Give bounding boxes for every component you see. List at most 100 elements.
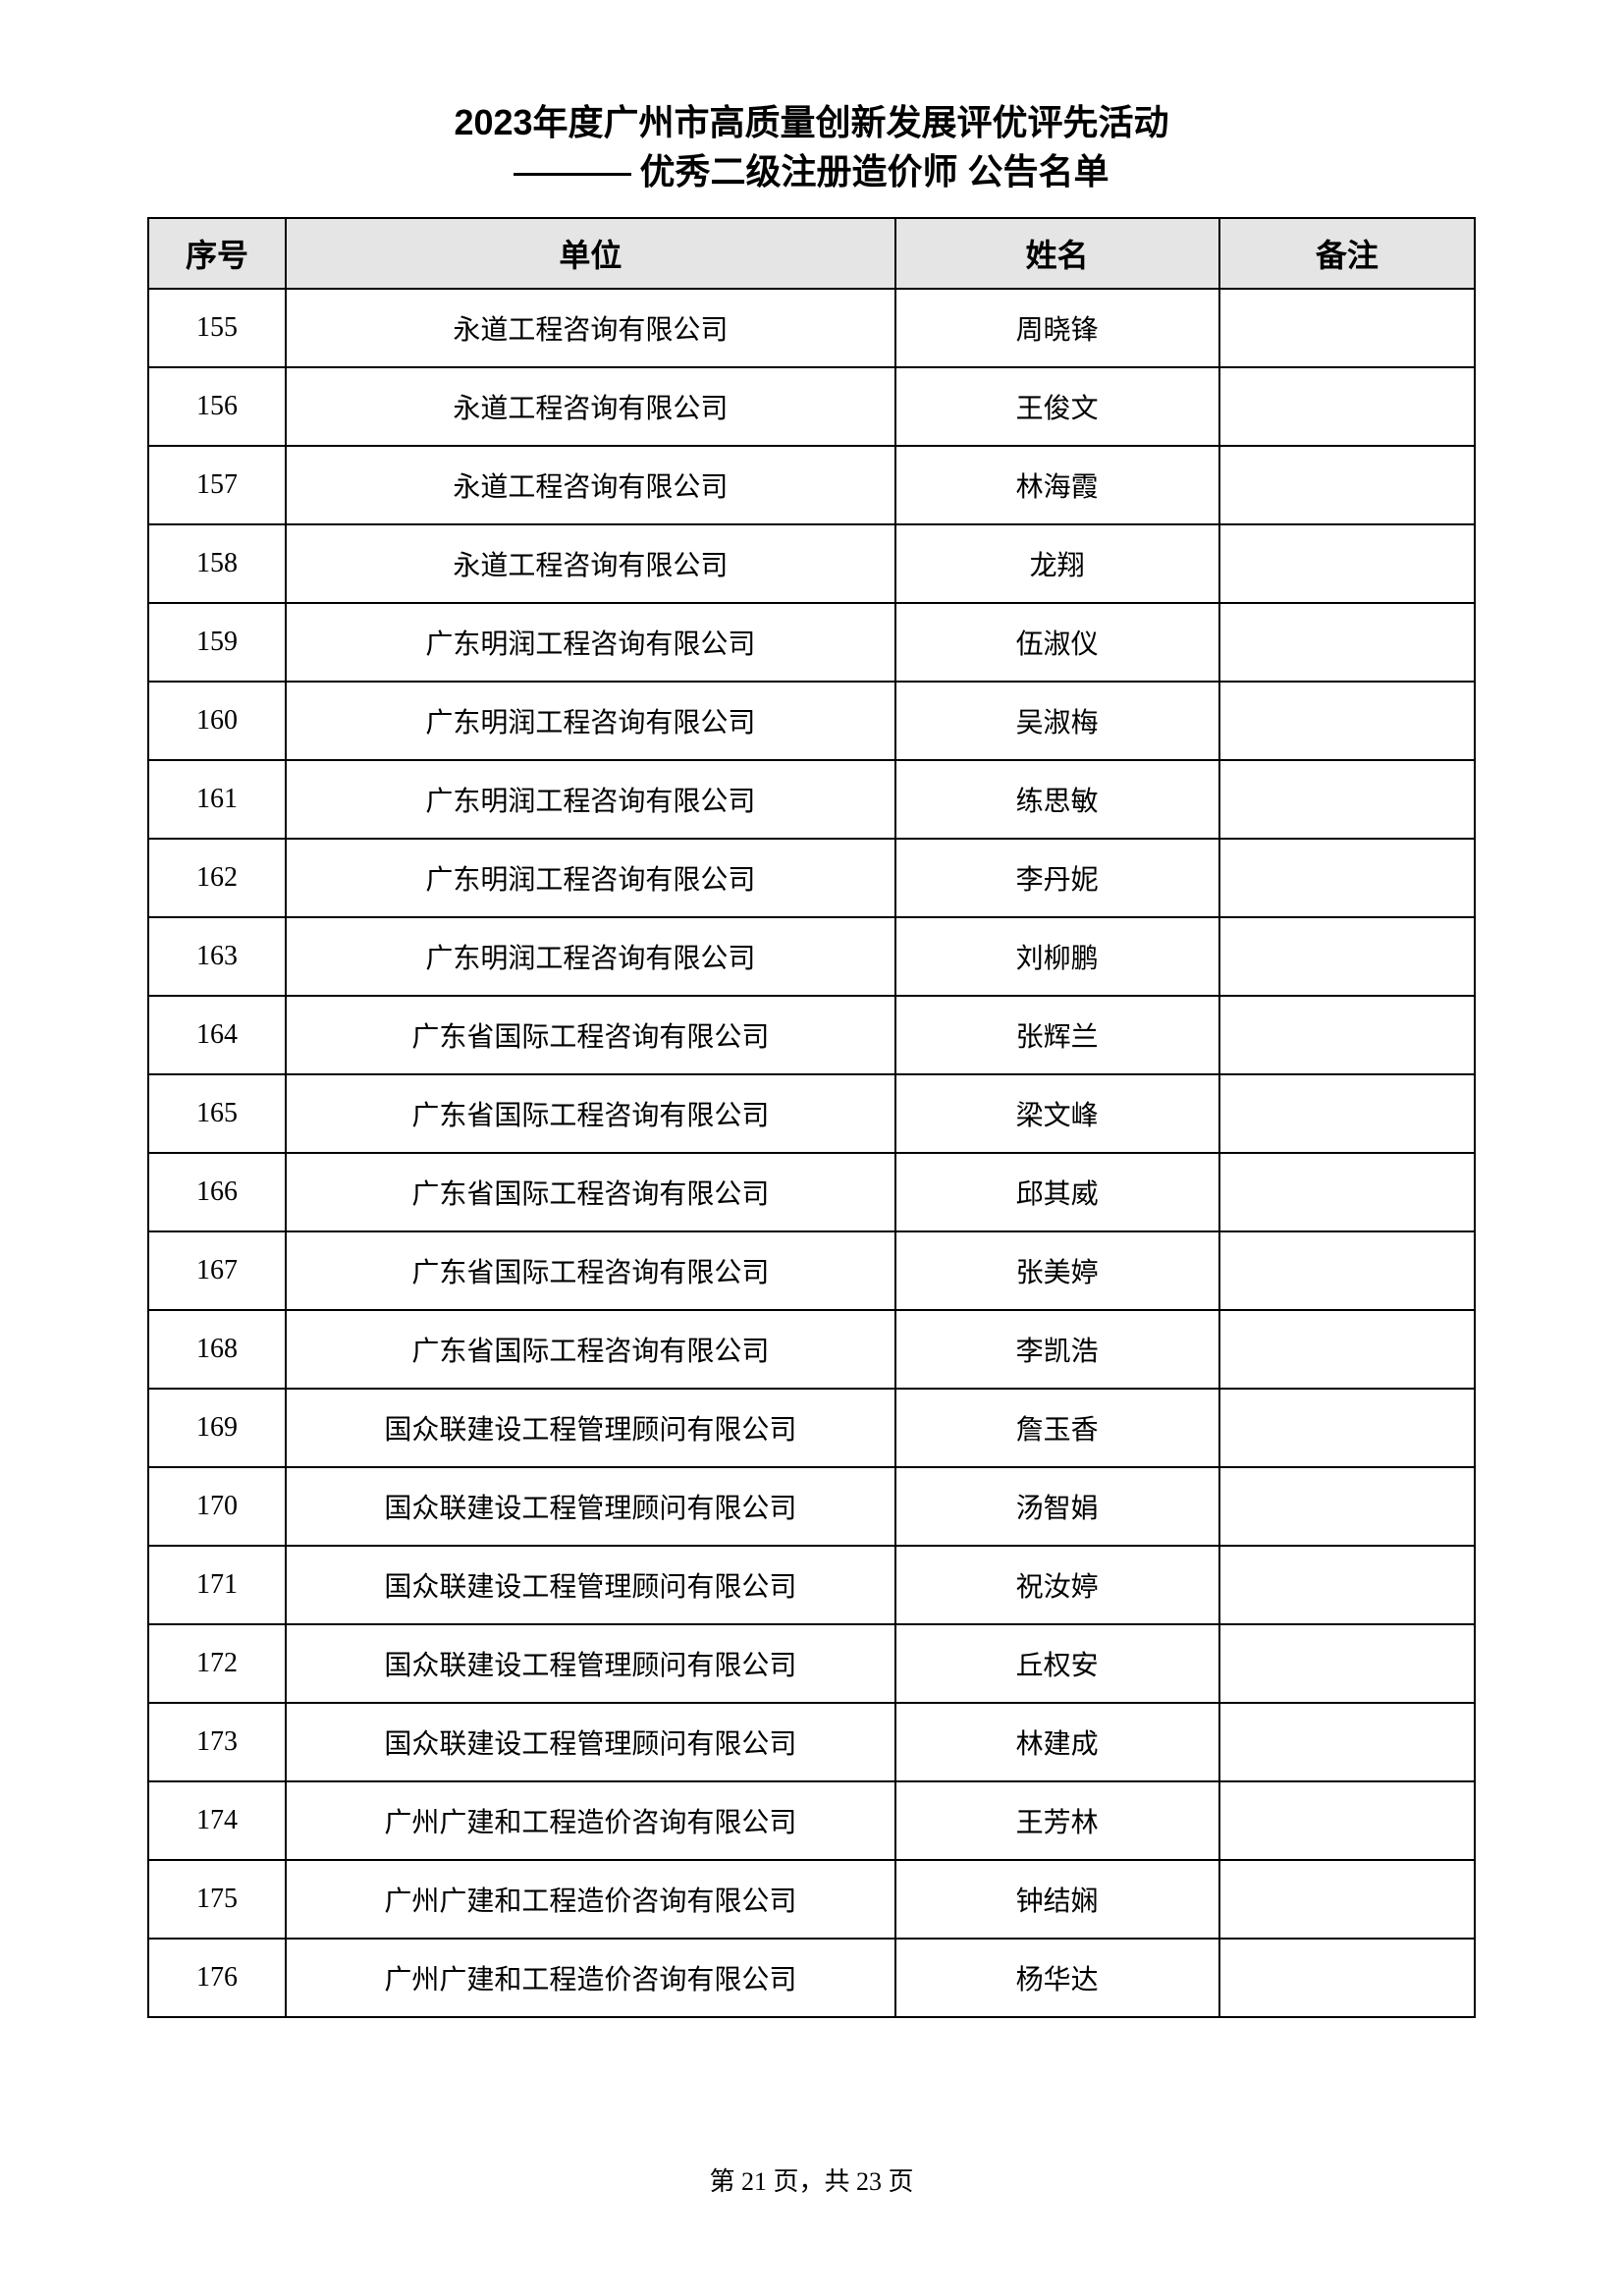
title-line-1: 2023年度广州市高质量创新发展评优评先活动 (147, 98, 1476, 147)
cell-unit: 永道工程咨询有限公司 (286, 367, 894, 446)
cell-note (1219, 1467, 1475, 1546)
table-row: 160广东明润工程咨询有限公司吴淑梅 (148, 682, 1475, 760)
cell-name: 钟结娴 (895, 1860, 1219, 1939)
cell-name: 吴淑梅 (895, 682, 1219, 760)
cell-seq: 158 (148, 524, 286, 603)
header-note: 备注 (1219, 218, 1475, 289)
cell-name: 梁文峰 (895, 1074, 1219, 1153)
cell-seq: 175 (148, 1860, 286, 1939)
cell-name: 张辉兰 (895, 996, 1219, 1074)
roster-table: 序号 单位 姓名 备注 155永道工程咨询有限公司周晓锋156永道工程咨询有限公… (147, 217, 1476, 2018)
table-row: 174广州广建和工程造价咨询有限公司王芳林 (148, 1781, 1475, 1860)
cell-unit: 广东明润工程咨询有限公司 (286, 682, 894, 760)
cell-seq: 156 (148, 367, 286, 446)
cell-unit: 广东省国际工程咨询有限公司 (286, 1074, 894, 1153)
cell-note (1219, 367, 1475, 446)
document-title: 2023年度广州市高质量创新发展评优评先活动 优秀二级注册造价师 公告名单 (147, 98, 1476, 197)
cell-unit: 广东省国际工程咨询有限公司 (286, 1153, 894, 1231)
table-row: 175广州广建和工程造价咨询有限公司钟结娴 (148, 1860, 1475, 1939)
table-row: 165广东省国际工程咨询有限公司梁文峰 (148, 1074, 1475, 1153)
cell-name: 杨华达 (895, 1939, 1219, 2017)
table-row: 168广东省国际工程咨询有限公司李凯浩 (148, 1310, 1475, 1389)
table-header-row: 序号 单位 姓名 备注 (148, 218, 1475, 289)
cell-note (1219, 524, 1475, 603)
cell-seq: 170 (148, 1467, 286, 1546)
cell-seq: 174 (148, 1781, 286, 1860)
cell-note (1219, 1624, 1475, 1703)
cell-name: 祝汝婷 (895, 1546, 1219, 1624)
cell-seq: 160 (148, 682, 286, 760)
cell-name: 林建成 (895, 1703, 1219, 1781)
title-dash (514, 173, 631, 176)
cell-note (1219, 1389, 1475, 1467)
cell-unit: 广东明润工程咨询有限公司 (286, 760, 894, 839)
cell-unit: 广东省国际工程咨询有限公司 (286, 1231, 894, 1310)
cell-seq: 164 (148, 996, 286, 1074)
cell-note (1219, 1546, 1475, 1624)
cell-name: 李丹妮 (895, 839, 1219, 917)
cell-seq: 167 (148, 1231, 286, 1310)
cell-note (1219, 1781, 1475, 1860)
cell-seq: 171 (148, 1546, 286, 1624)
cell-name: 周晓锋 (895, 289, 1219, 367)
cell-note (1219, 1231, 1475, 1310)
cell-seq: 159 (148, 603, 286, 682)
table-row: 172国众联建设工程管理顾问有限公司丘权安 (148, 1624, 1475, 1703)
cell-unit: 国众联建设工程管理顾问有限公司 (286, 1703, 894, 1781)
cell-note (1219, 839, 1475, 917)
cell-name: 刘柳鹏 (895, 917, 1219, 996)
cell-name: 汤智娟 (895, 1467, 1219, 1546)
cell-unit: 国众联建设工程管理顾问有限公司 (286, 1546, 894, 1624)
table-row: 161广东明润工程咨询有限公司练思敏 (148, 760, 1475, 839)
table-row: 173国众联建设工程管理顾问有限公司林建成 (148, 1703, 1475, 1781)
cell-unit: 永道工程咨询有限公司 (286, 524, 894, 603)
table-row: 166广东省国际工程咨询有限公司邱其威 (148, 1153, 1475, 1231)
cell-seq: 163 (148, 917, 286, 996)
header-seq: 序号 (148, 218, 286, 289)
cell-unit: 广东省国际工程咨询有限公司 (286, 1310, 894, 1389)
cell-unit: 广州广建和工程造价咨询有限公司 (286, 1860, 894, 1939)
cell-name: 詹玉香 (895, 1389, 1219, 1467)
cell-unit: 永道工程咨询有限公司 (286, 446, 894, 524)
cell-seq: 172 (148, 1624, 286, 1703)
table-row: 164广东省国际工程咨询有限公司张辉兰 (148, 996, 1475, 1074)
table-row: 156永道工程咨询有限公司王俊文 (148, 367, 1475, 446)
table-row: 170国众联建设工程管理顾问有限公司汤智娟 (148, 1467, 1475, 1546)
table-row: 169国众联建设工程管理顾问有限公司詹玉香 (148, 1389, 1475, 1467)
cell-seq: 165 (148, 1074, 286, 1153)
cell-unit: 国众联建设工程管理顾问有限公司 (286, 1389, 894, 1467)
page-footer: 第 21 页，共 23 页 (0, 2161, 1623, 2198)
cell-name: 林海霞 (895, 446, 1219, 524)
table-row: 171国众联建设工程管理顾问有限公司祝汝婷 (148, 1546, 1475, 1624)
cell-note (1219, 1074, 1475, 1153)
cell-seq: 155 (148, 289, 286, 367)
table-row: 167广东省国际工程咨询有限公司张美婷 (148, 1231, 1475, 1310)
table-row: 158永道工程咨询有限公司龙翔 (148, 524, 1475, 603)
header-unit: 单位 (286, 218, 894, 289)
table-row: 163广东明润工程咨询有限公司刘柳鹏 (148, 917, 1475, 996)
cell-unit: 广州广建和工程造价咨询有限公司 (286, 1939, 894, 2017)
cell-unit: 国众联建设工程管理顾问有限公司 (286, 1467, 894, 1546)
cell-name: 张美婷 (895, 1231, 1219, 1310)
cell-note (1219, 1310, 1475, 1389)
cell-name: 练思敏 (895, 760, 1219, 839)
table-row: 162广东明润工程咨询有限公司李丹妮 (148, 839, 1475, 917)
cell-unit: 广东明润工程咨询有限公司 (286, 839, 894, 917)
cell-name: 王芳林 (895, 1781, 1219, 1860)
cell-unit: 广东明润工程咨询有限公司 (286, 603, 894, 682)
table-row: 176广州广建和工程造价咨询有限公司杨华达 (148, 1939, 1475, 2017)
cell-name: 伍淑仪 (895, 603, 1219, 682)
cell-note (1219, 446, 1475, 524)
header-name: 姓名 (895, 218, 1219, 289)
cell-name: 邱其威 (895, 1153, 1219, 1231)
cell-note (1219, 289, 1475, 367)
cell-name: 龙翔 (895, 524, 1219, 603)
cell-seq: 166 (148, 1153, 286, 1231)
cell-note (1219, 603, 1475, 682)
cell-note (1219, 682, 1475, 760)
table-body: 155永道工程咨询有限公司周晓锋156永道工程咨询有限公司王俊文157永道工程咨… (148, 289, 1475, 2017)
cell-unit: 广东省国际工程咨询有限公司 (286, 996, 894, 1074)
cell-name: 李凯浩 (895, 1310, 1219, 1389)
cell-unit: 永道工程咨询有限公司 (286, 289, 894, 367)
cell-seq: 169 (148, 1389, 286, 1467)
